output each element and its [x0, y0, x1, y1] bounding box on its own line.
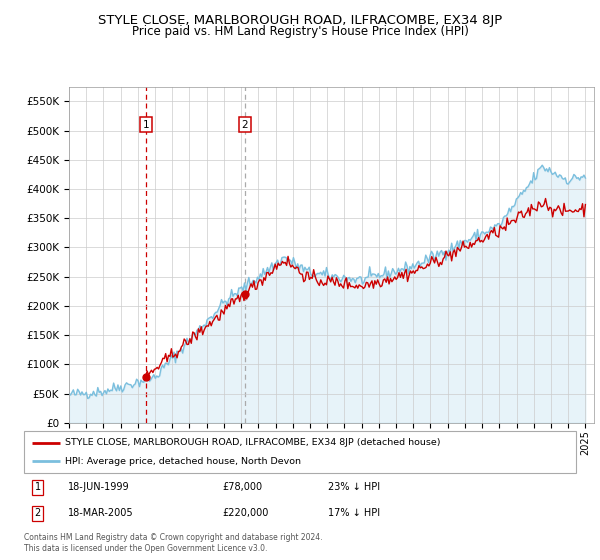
- FancyBboxPatch shape: [24, 431, 576, 473]
- Text: 23% ↓ HPI: 23% ↓ HPI: [328, 482, 380, 492]
- Text: 1: 1: [35, 482, 41, 492]
- Text: HPI: Average price, detached house, North Devon: HPI: Average price, detached house, Nort…: [65, 457, 301, 466]
- Text: 18-MAR-2005: 18-MAR-2005: [68, 508, 134, 519]
- Text: 18-JUN-1999: 18-JUN-1999: [68, 482, 130, 492]
- Text: STYLE CLOSE, MARLBOROUGH ROAD, ILFRACOMBE, EX34 8JP (detached house): STYLE CLOSE, MARLBOROUGH ROAD, ILFRACOMB…: [65, 438, 441, 447]
- Text: Price paid vs. HM Land Registry's House Price Index (HPI): Price paid vs. HM Land Registry's House …: [131, 25, 469, 38]
- Text: 1: 1: [142, 120, 149, 130]
- Text: Contains HM Land Registry data © Crown copyright and database right 2024.
This d: Contains HM Land Registry data © Crown c…: [24, 533, 323, 553]
- Text: STYLE CLOSE, MARLBOROUGH ROAD, ILFRACOMBE, EX34 8JP: STYLE CLOSE, MARLBOROUGH ROAD, ILFRACOMB…: [98, 14, 502, 27]
- Text: 2: 2: [35, 508, 41, 519]
- Text: 2: 2: [241, 120, 248, 130]
- Text: 17% ↓ HPI: 17% ↓ HPI: [328, 508, 380, 519]
- Text: £78,000: £78,000: [223, 482, 263, 492]
- Text: £220,000: £220,000: [223, 508, 269, 519]
